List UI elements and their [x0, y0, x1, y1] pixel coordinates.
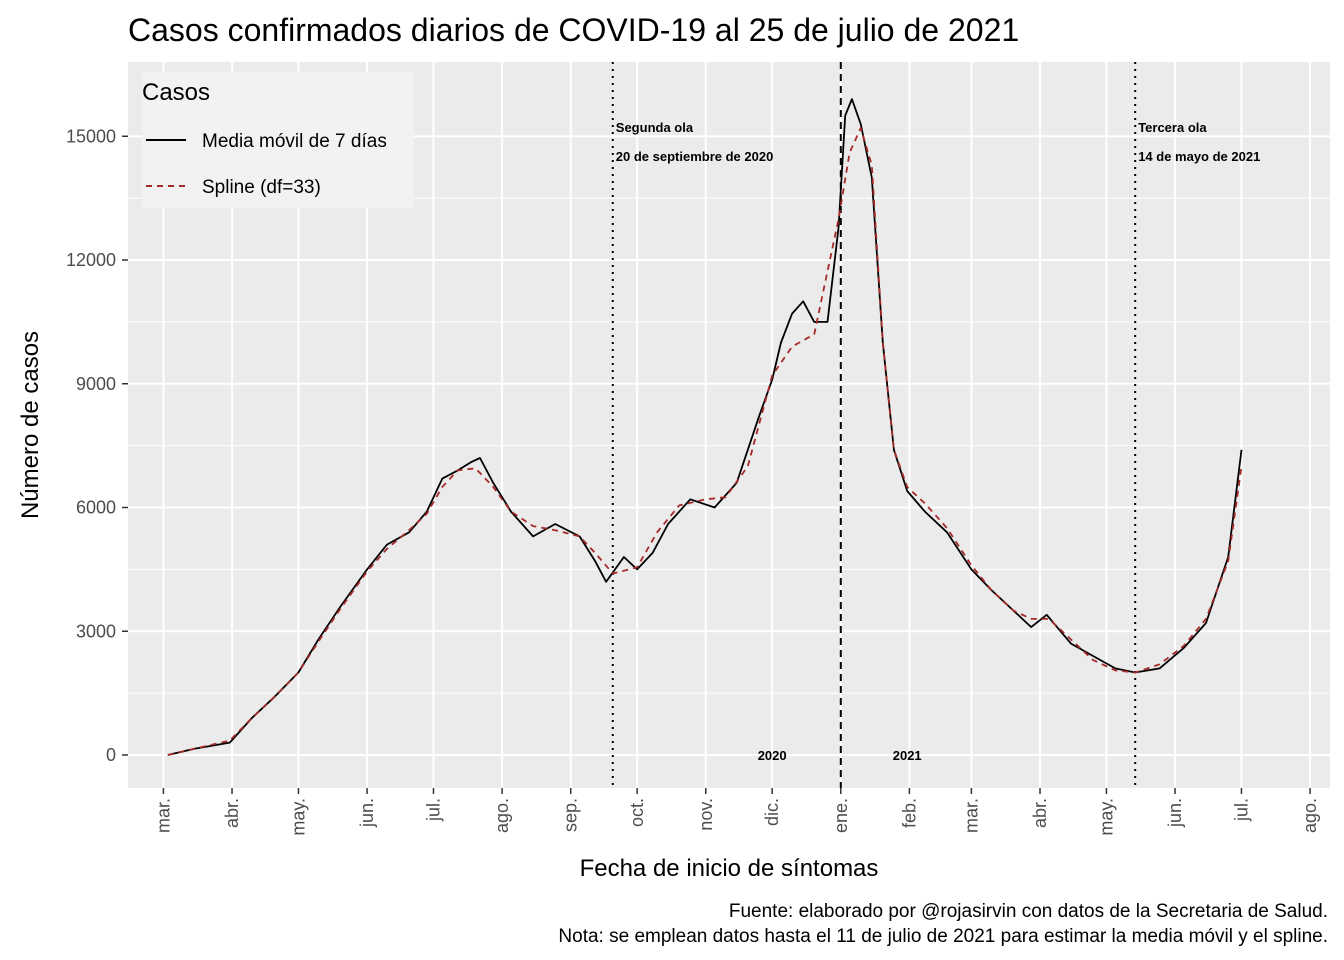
x-tick-label: ene. — [831, 798, 851, 833]
x-tick-label: nov. — [696, 798, 716, 831]
series-line-spline — [167, 127, 1243, 756]
y-axis-ticks: 0 3000 6000 9000 12000 15000 — [66, 126, 128, 765]
x-tick-label: may. — [288, 798, 308, 836]
series-line-moving-average — [167, 98, 1243, 756]
x-tick-label: jun. — [1165, 798, 1185, 828]
y-tick-label: 3000 — [76, 621, 116, 641]
x-tick-label: jul. — [423, 798, 443, 822]
x-tick-label: abr. — [1030, 798, 1050, 828]
x-tick-label: feb. — [899, 798, 919, 828]
year-label: 2020 — [758, 748, 787, 763]
caption-note: Nota: se emplean datos hasta el 11 de ju… — [558, 926, 1328, 947]
y-tick-label: 15000 — [66, 126, 116, 146]
wave-date-label: 14 de mayo de 2021 — [1138, 149, 1260, 164]
x-tick-label: ago. — [492, 798, 512, 833]
wave-label: Tercera ola — [1138, 120, 1207, 135]
y-tick-label: 12000 — [66, 250, 116, 270]
y-tick-label: 9000 — [76, 374, 116, 394]
x-tick-label: jul. — [1231, 798, 1251, 822]
x-tick-label: oct. — [627, 798, 647, 827]
x-axis-ticks: mar. abr. may. jun. jul. ago. sep. oct. nov. dic.… — [153, 788, 1320, 836]
x-tick-label: ago. — [1300, 798, 1320, 833]
annotations: Segunda ola 20 de septiembre de 2020 Terce… — [616, 120, 1261, 763]
wave-date-label: 20 de septiembre de 2020 — [616, 149, 774, 164]
y-tick-label: 6000 — [76, 498, 116, 518]
x-tick-label: dic. — [762, 798, 782, 826]
chart-title: Casos confirmados diarios de COVID-19 al… — [128, 12, 1019, 48]
y-tick-label: 0 — [106, 745, 116, 765]
legend-background — [142, 72, 414, 208]
x-tick-label: mar. — [961, 798, 981, 833]
legend-label-spline: Spline (df=33) — [202, 177, 321, 198]
x-axis-title: Fecha de inicio de síntomas — [580, 855, 879, 882]
x-tick-label: may. — [1096, 798, 1116, 836]
legend-title: Casos — [142, 79, 210, 106]
series-lines — [167, 98, 1243, 756]
x-tick-label: jun. — [357, 798, 377, 828]
caption-source: Fuente: elaborado por @rojasirvin con da… — [729, 901, 1328, 922]
x-tick-label: abr. — [222, 798, 242, 828]
legend: Casos Media móvil de 7 días Spline (df=3… — [142, 72, 414, 208]
wave-label: Segunda ola — [616, 120, 694, 135]
x-tick-label: sep. — [561, 798, 581, 832]
x-tick-label: mar. — [153, 798, 173, 833]
legend-label-moving-average: Media móvil de 7 días — [202, 131, 387, 152]
y-axis-title: Número de casos — [17, 331, 44, 519]
year-label: 2021 — [893, 748, 922, 763]
